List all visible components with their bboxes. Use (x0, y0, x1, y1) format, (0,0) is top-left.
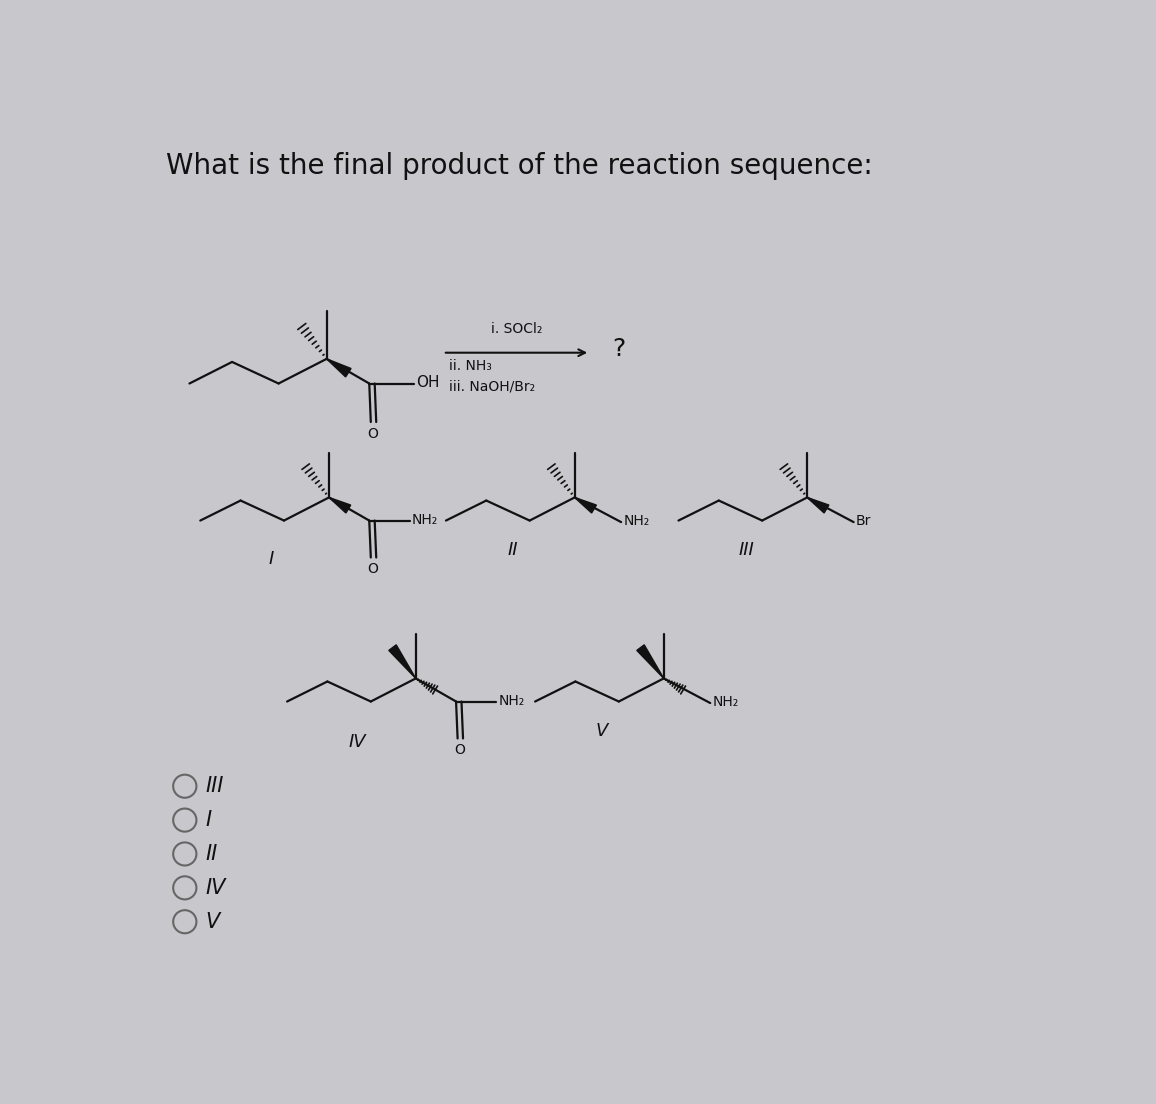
Text: II: II (205, 843, 217, 864)
Polygon shape (807, 498, 829, 513)
Text: i. SOCl₂: i. SOCl₂ (491, 321, 542, 336)
Polygon shape (329, 498, 350, 513)
Text: OH: OH (416, 375, 440, 390)
Text: III: III (739, 541, 755, 559)
Text: II: II (507, 541, 518, 559)
Text: iii. NaOH/Br₂: iii. NaOH/Br₂ (449, 380, 535, 394)
Polygon shape (388, 645, 416, 679)
Text: ?: ? (612, 337, 625, 361)
Polygon shape (575, 498, 596, 513)
Text: NH₂: NH₂ (498, 693, 525, 708)
Text: NH₂: NH₂ (712, 696, 739, 709)
Text: Br: Br (855, 514, 872, 529)
Text: What is the final product of the reaction sequence:: What is the final product of the reactio… (166, 152, 873, 180)
Polygon shape (327, 359, 351, 376)
Text: NH₂: NH₂ (623, 514, 650, 529)
Text: O: O (368, 427, 378, 442)
Text: I: I (268, 550, 274, 569)
Text: O: O (454, 743, 465, 757)
Text: NH₂: NH₂ (412, 512, 438, 527)
Text: V: V (595, 722, 608, 740)
Text: I: I (205, 810, 212, 830)
Polygon shape (637, 645, 664, 679)
Text: IV: IV (205, 878, 225, 898)
Text: V: V (205, 912, 220, 932)
Text: IV: IV (349, 733, 366, 751)
Text: O: O (368, 562, 378, 576)
Text: III: III (205, 776, 223, 796)
Text: ii. NH₃: ii. NH₃ (449, 359, 492, 373)
